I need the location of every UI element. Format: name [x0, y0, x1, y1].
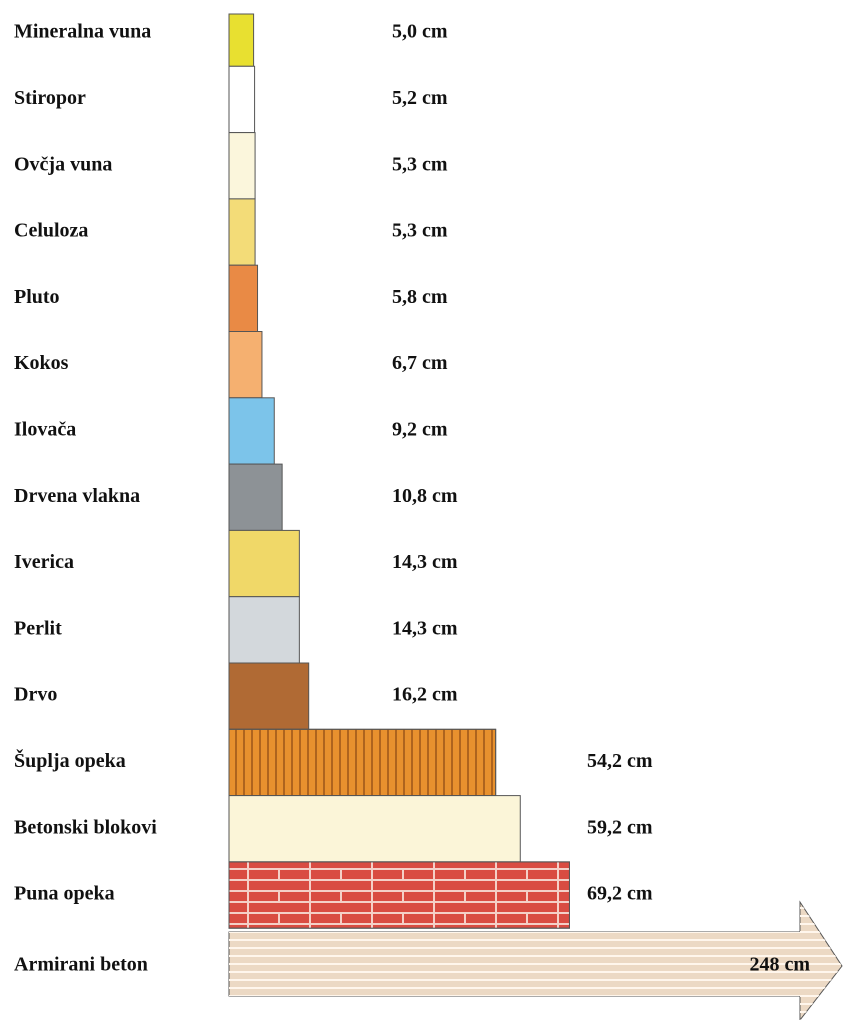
category-label: Betonski blokovi [14, 816, 157, 838]
value-label: 10,8 cm [392, 485, 458, 507]
category-label: Ilovača [14, 419, 76, 441]
value-label: 54,2 cm [587, 750, 653, 772]
bar [229, 663, 309, 729]
category-label: Mineralna vuna [14, 21, 151, 43]
category-label: Armirani beton [14, 954, 148, 976]
bar [229, 597, 299, 663]
category-label: Stiropor [14, 87, 86, 109]
value-label: 248 cm [749, 954, 810, 976]
value-label: 69,2 cm [587, 883, 653, 905]
value-label: 5,3 cm [392, 220, 448, 242]
bar [229, 199, 255, 265]
page: Mineralna vuna 5,0 cm Stiropor 5,2 cm Ovčja … [0, 0, 844, 1020]
bar [229, 14, 254, 66]
bar [229, 66, 255, 132]
category-label: Kokos [14, 352, 69, 374]
bar [229, 796, 520, 862]
bar [229, 133, 255, 199]
bar [229, 398, 274, 464]
value-label: 5,2 cm [392, 87, 448, 109]
bar-texture [229, 862, 569, 928]
chart: Mineralna vuna 5,0 cm Stiropor 5,2 cm Ovčja … [0, 0, 844, 1020]
bar [229, 332, 262, 398]
category-label: Drvo [14, 684, 57, 706]
bar-texture [229, 729, 496, 795]
value-label: 9,2 cm [392, 419, 448, 441]
value-label: 5,8 cm [392, 286, 448, 308]
value-label: 5,3 cm [392, 153, 448, 175]
value-label: 6,7 cm [392, 352, 448, 374]
category-label: Pluto [14, 286, 60, 308]
bar [229, 265, 258, 331]
category-label: Celuloza [14, 220, 88, 242]
category-label: Šuplja opeka [14, 748, 126, 772]
bar [229, 530, 299, 596]
value-label: 5,0 cm [392, 21, 448, 43]
value-label: 14,3 cm [392, 617, 458, 639]
category-label: Ovčja vuna [14, 153, 112, 175]
category-label: Drvena vlakna [14, 485, 140, 507]
category-label: Puna opeka [14, 883, 115, 905]
value-label: 14,3 cm [392, 551, 458, 573]
value-label: 59,2 cm [587, 816, 653, 838]
category-label: Perlit [14, 617, 62, 639]
value-label: 16,2 cm [392, 684, 458, 706]
bar [229, 464, 282, 530]
category-label: Iverica [14, 551, 74, 573]
